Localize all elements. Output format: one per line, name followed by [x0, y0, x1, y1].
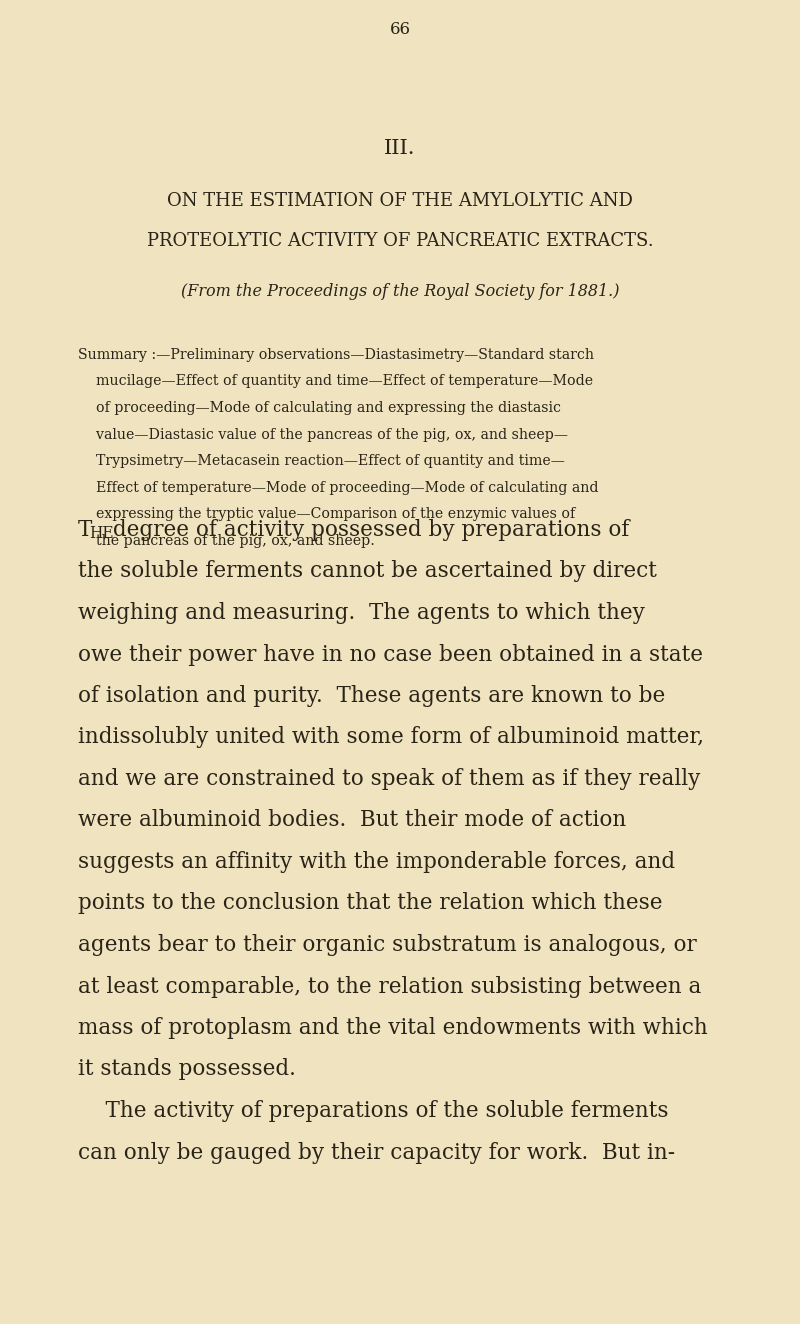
Text: it stands possessed.: it stands possessed.	[78, 1058, 296, 1080]
Text: of proceeding—Mode of calculating and expressing the diastasic: of proceeding—Mode of calculating and ex…	[78, 401, 561, 414]
Text: Summary :—Preliminary observations—Diastasimetry—Standard starch: Summary :—Preliminary observations—Diast…	[78, 348, 594, 361]
Text: owe their power have in no case been obtained in a state: owe their power have in no case been obt…	[78, 643, 703, 666]
Text: The activity of preparations of the soluble ferments: The activity of preparations of the solu…	[78, 1100, 669, 1121]
Text: agents bear to their organic substratum is analogous, or: agents bear to their organic substratum …	[78, 933, 697, 956]
Text: (From the Proceedings of the Royal Society for 1881.): (From the Proceedings of the Royal Socie…	[181, 283, 619, 301]
Text: degree of activity possessed by preparations of: degree of activity possessed by preparat…	[106, 519, 630, 542]
Text: can only be gauged by their capacity for work.  But in-: can only be gauged by their capacity for…	[78, 1141, 675, 1164]
Text: ON THE ESTIMATION OF THE AMYLOLYTIC AND: ON THE ESTIMATION OF THE AMYLOLYTIC AND	[167, 192, 633, 211]
Text: points to the conclusion that the relation which these: points to the conclusion that the relati…	[78, 892, 662, 915]
Text: T: T	[78, 519, 92, 542]
Text: the soluble ferments cannot be ascertained by direct: the soluble ferments cannot be ascertain…	[78, 560, 657, 583]
Text: weighing and measuring.  The agents to which they: weighing and measuring. The agents to wh…	[78, 602, 645, 624]
Text: III.: III.	[384, 139, 416, 158]
Text: suggests an affinity with the imponderable forces, and: suggests an affinity with the imponderab…	[78, 851, 675, 873]
Text: expressing the tryptic value—Comparison of the enzymic values of: expressing the tryptic value—Comparison …	[78, 507, 575, 522]
Text: HE: HE	[90, 526, 114, 542]
Text: indissolubly united with some form of albuminoid matter,: indissolubly united with some form of al…	[78, 727, 704, 748]
Text: at least comparable, to the relation subsisting between a: at least comparable, to the relation sub…	[78, 976, 702, 997]
Text: of isolation and purity.  These agents are known to be: of isolation and purity. These agents ar…	[78, 685, 666, 707]
Text: 66: 66	[390, 21, 410, 38]
Text: value—Diastasic value of the pancreas of the pig, ox, and sheep—: value—Diastasic value of the pancreas of…	[78, 428, 568, 441]
Text: Trypsimetry—Metacasein reaction—Effect of quantity and time—: Trypsimetry—Metacasein reaction—Effect o…	[78, 454, 565, 467]
Text: mucilage—Effect of quantity and time—Effect of temperature—Mode: mucilage—Effect of quantity and time—Eff…	[78, 375, 593, 388]
Text: and we are constrained to speak of them as if they really: and we are constrained to speak of them …	[78, 768, 700, 790]
Text: Effect of temperature—Mode of proceeding—Mode of calculating and: Effect of temperature—Mode of proceeding…	[78, 481, 598, 494]
Text: the pancreas of the pig, ox, and sheep.: the pancreas of the pig, ox, and sheep.	[78, 534, 375, 548]
Text: mass of protoplasm and the vital endowments with which: mass of protoplasm and the vital endowme…	[78, 1017, 708, 1039]
Text: PROTEOLYTIC ACTIVITY OF PANCREATIC EXTRACTS.: PROTEOLYTIC ACTIVITY OF PANCREATIC EXTRA…	[146, 232, 654, 250]
Text: were albuminoid bodies.  But their mode of action: were albuminoid bodies. But their mode o…	[78, 809, 626, 831]
